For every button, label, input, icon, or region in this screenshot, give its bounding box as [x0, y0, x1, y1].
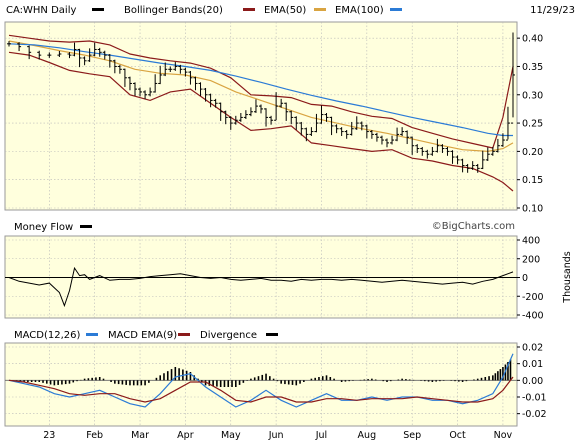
x-tick-label: 23 — [43, 430, 55, 441]
macd-panel — [4, 342, 518, 427]
ema100-swatch — [390, 8, 402, 11]
x-tick-label: Oct — [449, 430, 466, 441]
money-flow-tick-label: 200 — [522, 254, 540, 265]
divergence-label: Divergence — [200, 330, 257, 341]
macd-tick-label: -0.01 — [522, 393, 547, 404]
x-tick-label: Nov — [494, 430, 513, 441]
macd-tick-label: 0.02 — [522, 343, 543, 354]
x-tick-label: Aug — [358, 430, 377, 441]
money-flow-tick-label: -400 — [522, 311, 544, 322]
price-tick-label: 0.10 — [522, 204, 543, 215]
price-tick-label: 0.30 — [522, 90, 543, 101]
macd-tick-label: -0.02 — [522, 409, 547, 420]
ema-50--line — [8, 40, 514, 153]
divergence-swatch — [266, 333, 278, 336]
ema-100--line — [8, 43, 513, 137]
x-axis: 23 Feb Mar Apr May Jun Jul Aug Sep Oct Nov — [43, 430, 512, 441]
price-swatch — [92, 8, 104, 11]
macd-signal-line — [8, 376, 514, 403]
macd-signal-label: MACD EMA(9) — [108, 330, 177, 341]
macd-series — [5, 353, 517, 408]
bollinger-label: Bollinger Bands(20) — [124, 5, 223, 16]
price-tick-label: 0.15 — [522, 175, 543, 186]
money-flow-tick-label: 0 — [522, 273, 528, 284]
price-panel — [4, 21, 518, 211]
x-tick-label: Apr — [177, 430, 194, 441]
price-tick-label: 0.35 — [522, 62, 543, 73]
ema100-label: EMA(100) — [335, 5, 384, 16]
macd-y-axis: 0.02 0.01 0.00 -0.01 -0.02 — [517, 343, 547, 420]
money-flow-series — [5, 266, 517, 308]
money-flow-title: Money Flow — [14, 222, 73, 233]
price-tick-label: 0.40 — [522, 34, 543, 45]
x-tick-label: Jun — [268, 430, 284, 441]
macd-signal-swatch — [178, 333, 190, 336]
ema50-label: EMA(50) — [264, 5, 306, 16]
watermark: ©BigCharts.com — [432, 221, 515, 232]
ema50-swatch — [314, 8, 326, 11]
price-tick-label: 0.20 — [522, 147, 543, 158]
money-flow-tick-label: 400 — [522, 236, 540, 247]
macd-tick-label: 0.01 — [522, 359, 543, 370]
money-flow-y-axis: 400 200 0 -200 -400 — [517, 236, 544, 322]
symbol-label: CA:WHN Daily — [6, 5, 76, 16]
price-series — [7, 32, 515, 192]
macd-swatch — [86, 333, 98, 336]
x-tick-label: Mar — [131, 430, 149, 441]
bollinger-bands-20-lower-line — [8, 51, 514, 192]
macd-title: MACD(12,26) — [14, 330, 81, 341]
x-tick-label: Jul — [315, 430, 327, 441]
x-tick-label: May — [221, 430, 241, 441]
chart-date: 11/29/23 — [530, 5, 575, 16]
price-tick-label: 0.25 — [522, 119, 543, 130]
macd-line — [8, 353, 514, 408]
x-tick-label: Feb — [86, 430, 103, 441]
money-flow-swatch — [80, 225, 92, 228]
money-flow-line — [8, 266, 514, 308]
macd-tick-label: 0.00 — [522, 376, 543, 387]
bollinger-bands-20-upper-line — [8, 34, 514, 149]
money-flow-tick-label: -200 — [522, 292, 544, 303]
x-tick-label: Sep — [403, 430, 421, 441]
money-flow-unit: Thousands — [562, 251, 573, 303]
price-y-axis: 0.40 0.35 0.30 0.25 0.20 0.15 0.10 — [517, 34, 543, 215]
price-legend: CA:WHN Daily Bollinger Bands(20) EMA(50)… — [6, 5, 575, 16]
bollinger-swatch — [243, 8, 255, 11]
